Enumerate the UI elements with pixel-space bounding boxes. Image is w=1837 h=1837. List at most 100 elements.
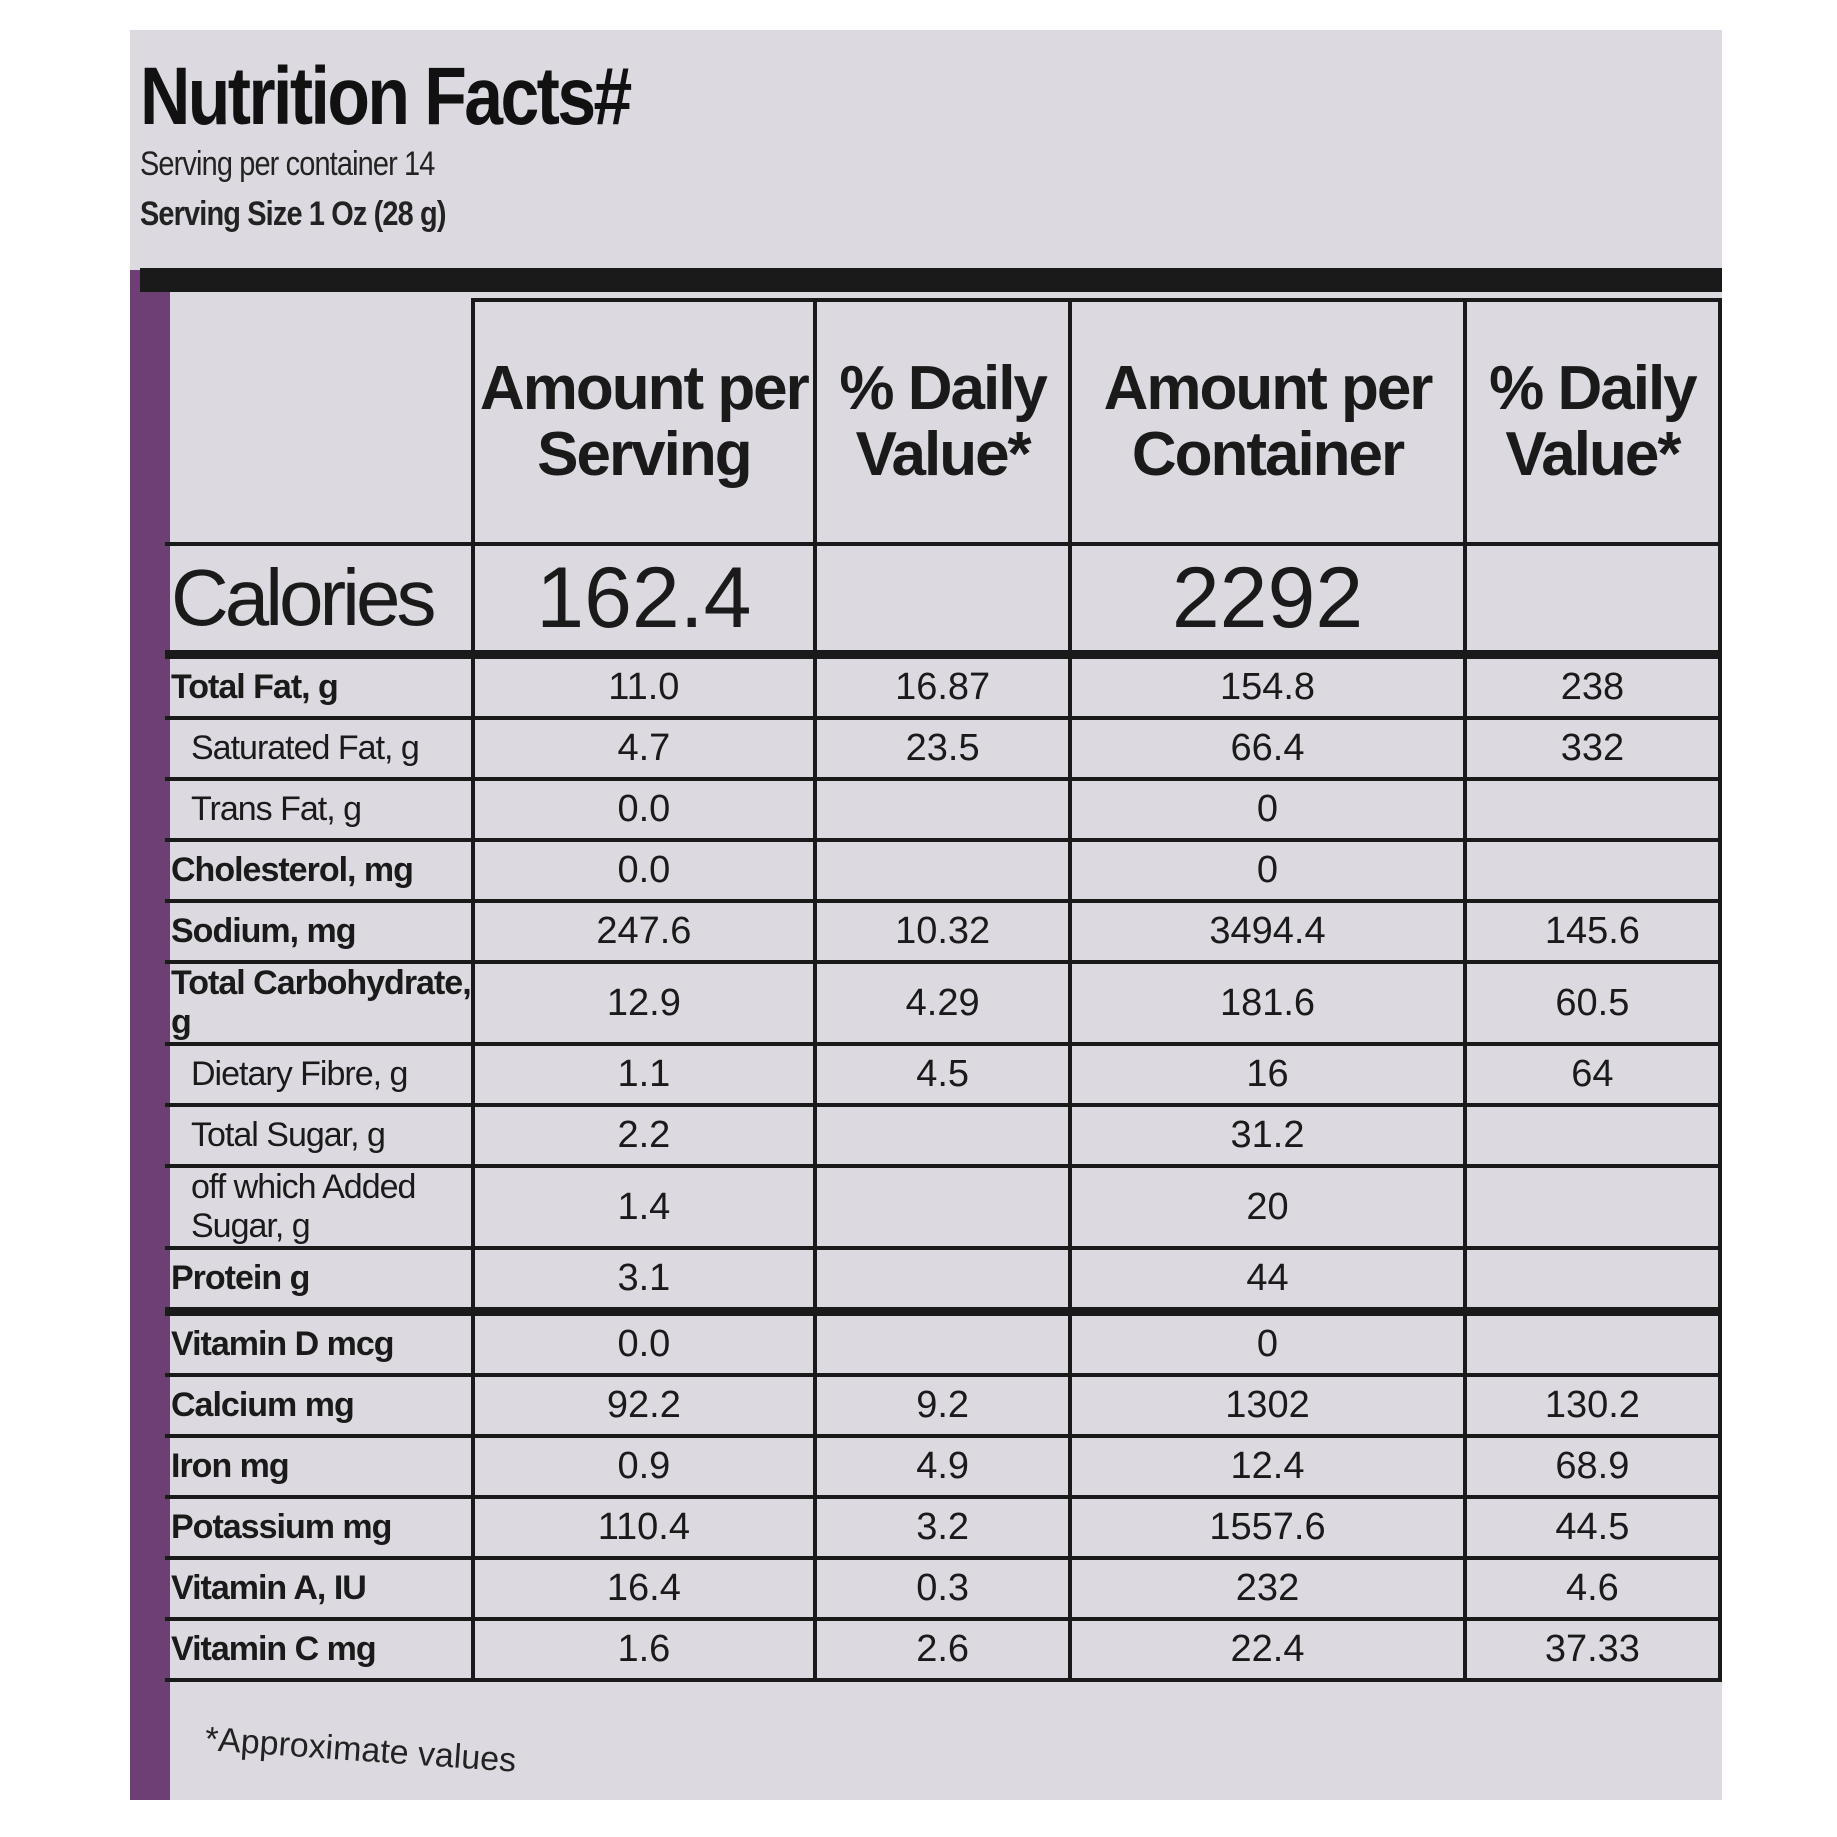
row-label: Vitamin D mcg [165,1307,475,1377]
row-label: Dietary Fibre, g [165,1042,475,1107]
nutrient-row: Trans Fat, g 0.0 0 [165,777,1722,842]
cell: 232 [1068,1556,1467,1621]
cell: 110.4 [470,1495,818,1560]
cell: 64 [1462,1042,1722,1107]
nutrient-row: Cholesterol, mg 0.0 0 [165,838,1722,903]
purple-strip [130,270,170,1800]
cell: 0 [1068,777,1467,842]
nutrition-label: Nutrition Facts# Serving per container 1… [130,30,1722,1800]
cell: 2.6 [813,1617,1073,1682]
cell: 145.6 [1462,899,1722,964]
cell: 162.4 [470,542,818,659]
column-header: Amount per Container [1068,298,1467,546]
row-label: Total Sugar, g [165,1103,475,1168]
cell [1462,838,1722,903]
cell [1462,542,1722,659]
cell: 130.2 [1462,1373,1722,1438]
cell: 31.2 [1068,1103,1467,1168]
cell: 1302 [1068,1373,1467,1438]
cell: 12.9 [470,960,818,1046]
column-header: % Daily Value* [813,298,1073,546]
cell: 66.4 [1068,716,1467,781]
cell: 20 [1068,1164,1467,1250]
cell: 0.0 [470,838,818,903]
cell: 10.32 [813,899,1073,964]
row-label: Calcium mg [165,1373,475,1438]
nutrient-row: Vitamin A, IU 16.4 0.3 232 4.6 [165,1556,1722,1621]
cell [813,1307,1073,1377]
cell: 3.2 [813,1495,1073,1560]
cell: 238 [1462,652,1722,720]
cell: 0 [1068,838,1467,903]
cell [1462,1164,1722,1250]
nutrient-row: Protein g 3.1 44 [165,1246,1722,1314]
servings: Serving per container 14 [140,145,435,183]
cell: 0.3 [813,1556,1073,1621]
row-label: Trans Fat, g [165,777,475,842]
row-label: Protein g [165,1246,475,1314]
cell: 12.4 [1068,1434,1467,1499]
cell: 68.9 [1462,1434,1722,1499]
nutrient-row: Calcium mg 92.2 9.2 1302 130.2 [165,1373,1722,1438]
calories-row: Calories 162.4 2292 [165,542,1722,659]
nutrient-row: Total Fat, g 11.0 16.87 154.8 238 [165,652,1722,720]
cell: 16 [1068,1042,1467,1107]
cell [813,1164,1073,1250]
nutrient-row: Dietary Fibre, g 1.1 4.5 16 64 [165,1042,1722,1107]
cell: 92.2 [470,1373,818,1438]
cell: 11.0 [470,652,818,720]
nutrient-row: Vitamin C mg 1.6 2.6 22.4 37.33 [165,1617,1722,1682]
column-header: % Daily Value* [1462,298,1722,546]
column-header: Amount per Serving [470,298,818,546]
row-label: Vitamin A, IU [165,1556,475,1621]
cell [1462,777,1722,842]
nutrient-row: Potassium mg 110.4 3.2 1557.6 44.5 [165,1495,1722,1560]
cell: 2.2 [470,1103,818,1168]
cell: 9.2 [813,1373,1073,1438]
nutrient-row: Iron mg 0.9 4.9 12.4 68.9 [165,1434,1722,1499]
cell: 3494.4 [1068,899,1467,964]
nutrient-row: Saturated Fat, g 4.7 23.5 66.4 332 [165,716,1722,781]
divider [140,268,1722,292]
nutrient-row: Sodium, mg 247.6 10.32 3494.4 145.6 [165,899,1722,964]
cell: 0 [1068,1307,1467,1377]
nutrient-row: off which Added Sugar, g 1.4 20 [165,1164,1722,1250]
cell: 44.5 [1462,1495,1722,1560]
cell: 0.9 [470,1434,818,1499]
cell: 1.6 [470,1617,818,1682]
cell: 2292 [1068,542,1467,659]
cell: 154.8 [1068,652,1467,720]
cell: 0.0 [470,1307,818,1377]
cell: 44 [1068,1246,1467,1314]
row-label: Total Fat, g [165,652,475,720]
title: Nutrition Facts# [140,51,632,142]
cell [813,1103,1073,1168]
cell: 0.0 [470,777,818,842]
cell: 4.5 [813,1042,1073,1107]
cell: 16.87 [813,652,1073,720]
cell: 60.5 [1462,960,1722,1046]
row-label: Iron mg [165,1434,475,1499]
cell: 16.4 [470,1556,818,1621]
cell [1462,1103,1722,1168]
cell: 4.29 [813,960,1073,1046]
nutrient-row: Vitamin D mcg 0.0 0 [165,1307,1722,1377]
cell: 4.7 [470,716,818,781]
row-label: Calories [165,542,475,659]
header-row: Amount per Serving% Daily Value* Amount p… [165,298,1722,546]
row-label: Cholesterol, mg [165,838,475,903]
cell: 3.1 [470,1246,818,1314]
cell [1462,1246,1722,1314]
cell [813,1246,1073,1314]
row-label: Saturated Fat, g [165,716,475,781]
row-label: Total Carbohydrate, g [165,960,475,1046]
cell: 4.6 [1462,1556,1722,1621]
row-label: Sodium, mg [165,899,475,964]
cell: 1.4 [470,1164,818,1250]
cell: 1557.6 [1068,1495,1467,1560]
header-cell [165,300,475,546]
cell: 247.6 [470,899,818,964]
cell [813,838,1073,903]
serving-size: Serving Size 1 Oz (28 g) [140,195,446,233]
